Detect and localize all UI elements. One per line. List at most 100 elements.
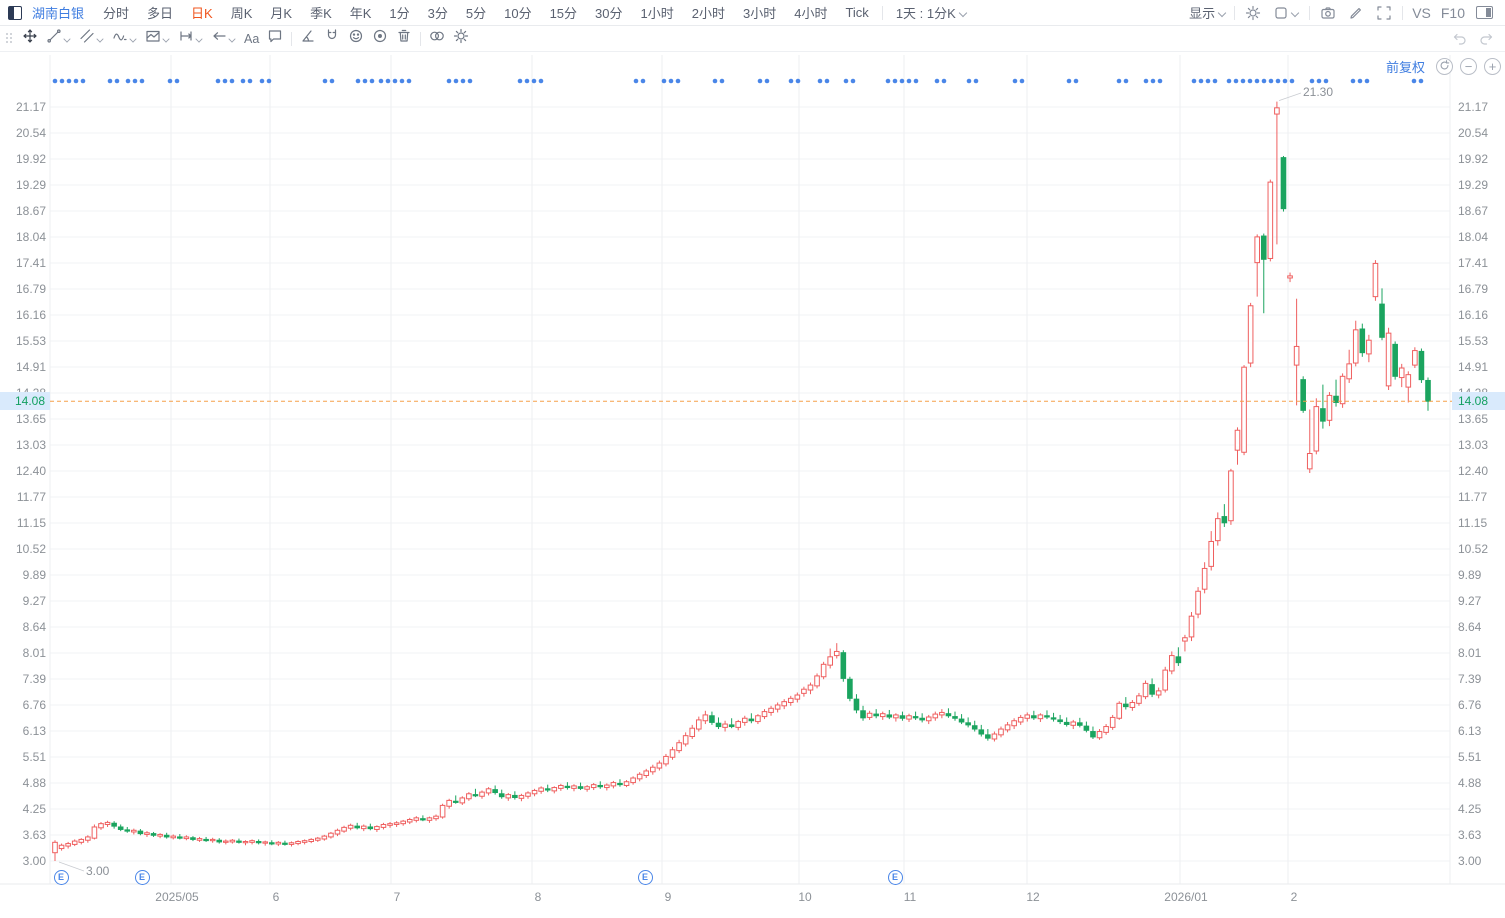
fullscreen-icon [1376,5,1392,21]
y-axis-label: 16.16 [1458,308,1489,322]
period-tab-9[interactable]: 5分 [465,6,487,21]
symbol-name[interactable]: 湖南白银 [32,6,85,21]
tool-emoji-circle-button[interactable] [344,26,368,52]
earnings-marker[interactable]: E [887,870,903,885]
tool-channel-button[interactable] [75,26,108,52]
period-tab-14[interactable]: 2小时 [691,6,725,21]
custom-period-dropdown[interactable]: 1天 : 1分K [887,0,976,26]
emoji-circle-icon [348,28,364,49]
period-tab-3[interactable]: 周K [230,6,253,21]
drag-handle-icon[interactable] [6,33,13,44]
undo-icon [1451,31,1467,47]
period-tab-15[interactable]: 3小时 [742,6,777,21]
y-axis-label: 21.17 [15,100,46,114]
period-tab-10[interactable]: 10分 [504,6,532,21]
y-axis-label: 20.54 [1458,126,1489,140]
period-tab-6[interactable]: 年K [349,6,372,21]
earnings-marker[interactable]: E [134,870,150,885]
vs-compare-button[interactable]: VS [1412,4,1431,21]
screenshot-button[interactable] [1314,0,1342,26]
target-icon [372,28,388,49]
period-tab-11[interactable]: 15分 [549,6,578,21]
period-tab-13[interactable]: 1小时 [640,6,674,21]
y-axis-label: 12.40 [15,464,46,478]
draw-button[interactable] [1342,0,1370,26]
redo-button[interactable] [1473,26,1501,52]
adjustment-mode-button[interactable]: 前复权 [1385,60,1425,75]
chevron-down-icon [64,35,71,42]
tool-magnet-button[interactable] [320,26,344,52]
tool-trend-line-button[interactable] [42,26,75,52]
redo-icon [1479,31,1495,47]
y-axis-label: 5.51 [22,750,46,764]
period-tab-17[interactable]: Tick [845,5,869,20]
x-axis-label: 12 [1026,890,1040,904]
layout-icon [1273,5,1289,21]
undo-button[interactable] [1445,26,1473,52]
y-axis-label: 9.27 [22,594,46,608]
reset-zoom-button[interactable] [1436,58,1453,75]
tool-target-button[interactable] [368,26,392,52]
chevron-down-icon [196,35,203,42]
y-axis-label: 18.67 [15,204,46,218]
y-axis-label: 8.64 [1458,620,1482,634]
period-tab-0[interactable]: 分时 [103,6,130,21]
display-dropdown[interactable]: 显示 [1180,0,1230,26]
tool-gear-button[interactable] [449,26,473,52]
period-tab-1[interactable]: 多日 [147,6,174,21]
zoom-out-button[interactable]: − [1460,58,1477,75]
f10-button[interactable]: F10 [1440,4,1465,21]
divider [291,31,293,46]
earnings-marker[interactable]: E [53,870,69,885]
gear-icon [1245,5,1261,21]
x-axis-label: 9 [664,890,672,904]
period-tab-8[interactable]: 3分 [427,6,448,21]
tool-trash-button[interactable] [392,26,416,52]
y-axis-label: 9.89 [22,568,46,582]
period-tab-12[interactable]: 30分 [595,6,623,21]
period-tab-2[interactable]: 日K [191,6,213,21]
tool-text-aa-button[interactable]: Aa [240,26,263,52]
earnings-marker[interactable]: E [637,870,653,885]
tool-arrow-left-button[interactable] [207,26,240,52]
tool-move-cross-button[interactable] [18,26,42,52]
tool-pattern-button[interactable] [141,26,174,52]
tool-angle-button[interactable] [296,26,320,52]
period-tab-4[interactable]: 月K [270,6,293,21]
y-axis-label: 13.65 [15,412,46,426]
y-axis-label: 4.88 [22,776,46,790]
chevron-down-icon [130,35,137,42]
y-axis-label: 11.15 [1458,516,1488,530]
y-axis-label: 19.29 [15,178,46,192]
wave-icon [112,28,128,49]
tool-measure-button[interactable] [174,26,207,52]
current-price-label-left: 14.08 [0,392,50,411]
period-tab-7[interactable]: 1分 [389,6,410,21]
tool-comment-button[interactable] [263,26,287,52]
pattern-icon [145,28,161,49]
y-axis-label: 3.63 [1458,828,1482,842]
y-axis-label: 19.29 [1458,178,1489,192]
divider [881,5,883,20]
app-logo-icon[interactable] [8,5,22,20]
candlestick-chart[interactable]: 21.17 20.54 19.92 19.29 18.67 18.04 17.41 16.79… [0,53,1505,918]
gear-icon [453,28,469,49]
y-axis-label: 9.89 [1458,568,1482,582]
y-axis-label: 18.04 [1458,230,1489,244]
fullscreen-button[interactable] [1370,0,1398,26]
y-axis-label: 14.91 [1458,360,1489,374]
tool-compare-circles-button[interactable] [425,26,449,52]
zoom-in-button[interactable]: + [1484,58,1501,75]
layout-dropdown[interactable] [1267,0,1305,26]
period-tab-16[interactable]: 4小时 [794,6,828,21]
period-tab-5[interactable]: 季K [310,6,332,21]
y-axis-label: 14.91 [15,360,46,374]
y-axis-label: 11.15 [16,516,46,530]
divider [1402,5,1404,20]
indicator-settings-button[interactable] [1239,0,1267,26]
chevron-down-icon [1218,9,1226,17]
tool-wave-button[interactable] [108,26,141,52]
panel-toggle-button[interactable] [1470,0,1499,26]
y-axis-label: 8.01 [1458,646,1482,660]
